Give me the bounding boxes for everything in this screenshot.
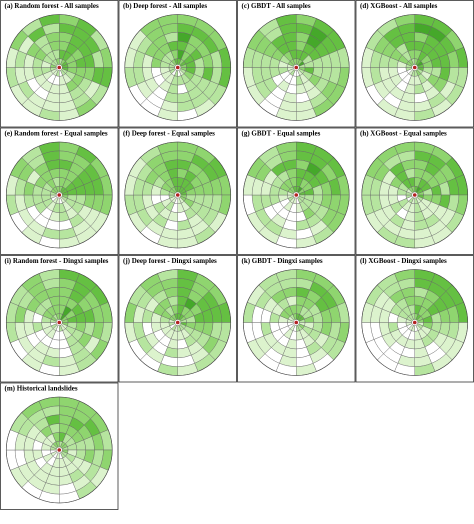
polar-outline (242, 269, 350, 376)
polar-outline (5, 14, 113, 121)
panel-frame (0, 0, 119, 128)
panel-frame (118, 0, 237, 128)
panel: (h) XGBoost - Equal samples (355, 127, 474, 255)
center-dot (294, 65, 299, 70)
polar-outline (361, 269, 469, 376)
center-dot (294, 193, 299, 197)
panel-frame (237, 127, 356, 255)
panel: (j) Deep forest - Dingxi samples (118, 255, 237, 383)
polar-outline (361, 141, 469, 249)
polar-outline (5, 269, 113, 376)
polar-outline (242, 141, 350, 249)
center-dot (412, 193, 417, 197)
center-dot (175, 320, 180, 325)
panel-title: (d) XGBoost - All samples (360, 2, 438, 10)
center-dot (412, 320, 417, 325)
panel: (e) Random forest - Equal samples (0, 127, 119, 255)
panel-frame (0, 255, 119, 383)
panel-frame (237, 0, 356, 128)
panel-title: (f) Deep forest - Equal samples (123, 130, 215, 138)
panel-title: (a) Random forest - All samples (5, 2, 99, 10)
panel-title: (g) GBDT - Equal samples (242, 130, 321, 138)
polar-outline (5, 396, 113, 504)
center-dot (175, 65, 180, 70)
polar-outline (361, 14, 469, 121)
center-dot (57, 193, 62, 197)
panel-frame (118, 127, 237, 255)
panel: (b) Deep forest - All samples (118, 0, 237, 128)
panel-frame (0, 127, 119, 255)
panel: (f) Deep forest - Equal samples (118, 127, 237, 255)
panel-frame (118, 255, 237, 383)
panel-title: (b) Deep forest - All samples (123, 2, 207, 10)
panel: (i) Random forest - Dingxi samples (0, 255, 119, 383)
panel-frame (237, 255, 356, 383)
center-dot (294, 320, 299, 325)
panel: (k) GBDT - Dingxi samples (237, 255, 356, 383)
panel-title: (m) Historical landslides (5, 385, 78, 393)
center-dot (57, 448, 62, 452)
panel: (a) Random forest - All samples (0, 0, 119, 128)
polar-outline (242, 14, 350, 121)
panel-title: (l) XGBoost - Dingxi samples (360, 257, 447, 265)
panel: (c) GBDT - All samples (237, 0, 356, 128)
polar-outline (124, 141, 232, 249)
panel: (d) XGBoost - All samples (355, 0, 474, 128)
panel-title: (e) Random forest - Equal samples (5, 130, 108, 138)
panel-title: (c) GBDT - All samples (242, 2, 311, 10)
panel: (g) GBDT - Equal samples (237, 127, 356, 255)
panel-title: (h) XGBoost - Equal samples (360, 130, 447, 138)
center-dot (57, 320, 62, 325)
panel-frame (0, 382, 119, 510)
polar-outline (124, 269, 232, 376)
center-dot (57, 65, 62, 70)
center-dot (175, 193, 180, 197)
panel-title: (j) Deep forest - Dingxi samples (123, 257, 217, 265)
panel: (m) Historical landslides (0, 382, 119, 510)
panel-title: (i) Random forest - Dingxi samples (5, 257, 109, 265)
polar-outline (5, 141, 113, 249)
center-dot (412, 65, 417, 70)
polar-outline (124, 14, 232, 121)
panel-title: (k) GBDT - Dingxi samples (242, 257, 323, 265)
panel: (l) XGBoost - Dingxi samples (355, 255, 474, 383)
